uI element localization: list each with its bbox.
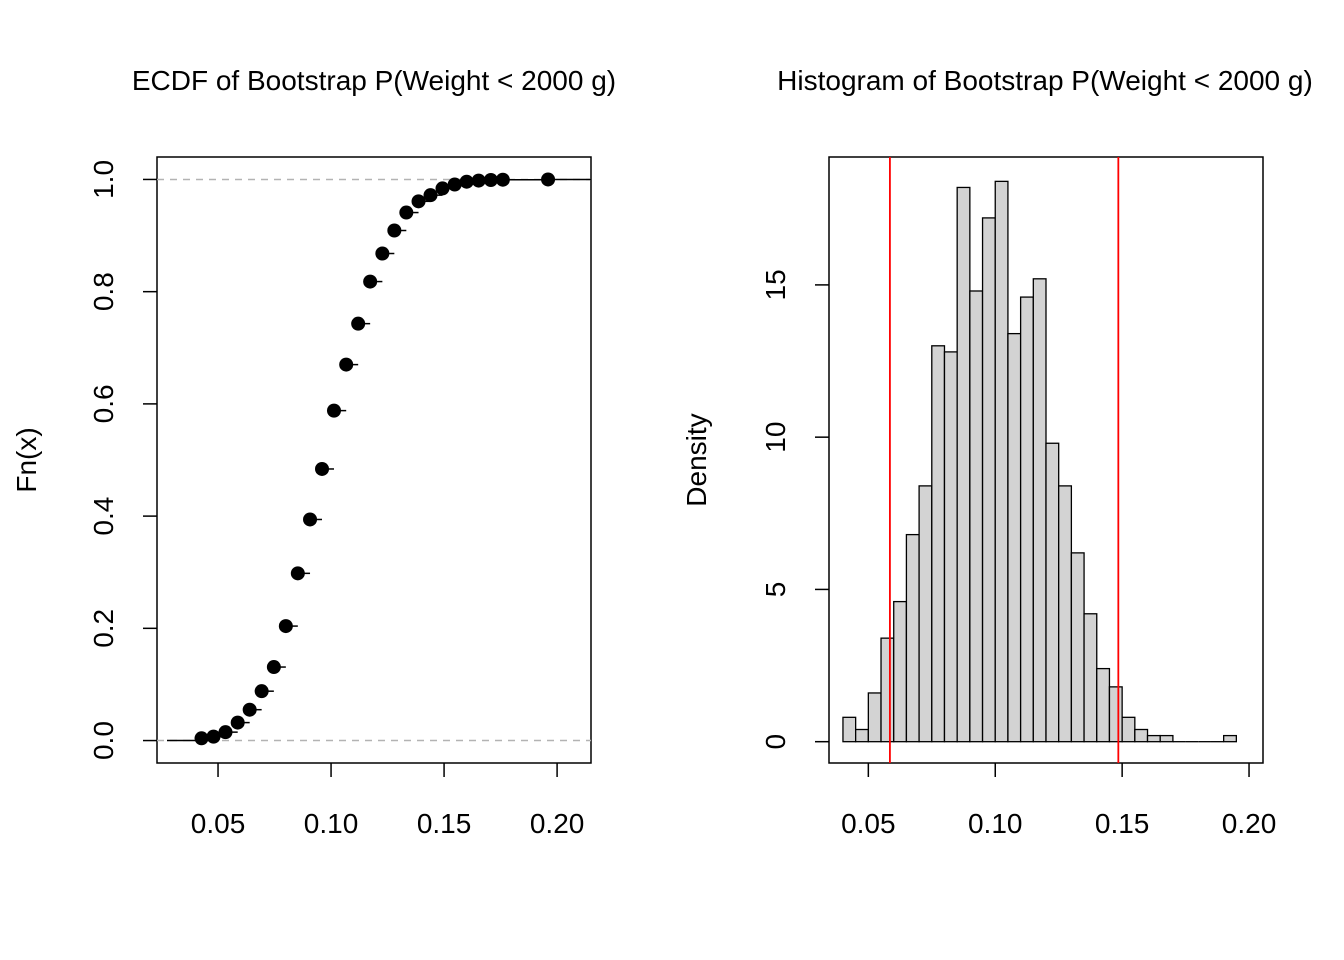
histogram-bar bbox=[1096, 667, 1111, 743]
ecdf-point bbox=[326, 403, 341, 418]
ecdf-point bbox=[411, 194, 426, 209]
histogram-bar bbox=[854, 728, 869, 743]
histogram-bar bbox=[1032, 278, 1047, 743]
histogram-bar bbox=[969, 290, 984, 743]
histogram-bar bbox=[1045, 442, 1060, 743]
ecdf-point bbox=[375, 246, 390, 261]
histogram-plot-box bbox=[828, 156, 1264, 764]
ecdf-point bbox=[242, 702, 257, 717]
ecdf-point bbox=[399, 205, 414, 220]
histogram-bar bbox=[893, 600, 908, 743]
ecdf-point bbox=[303, 512, 318, 527]
histogram-bar bbox=[905, 533, 920, 743]
histogram-x-tick-label: 0.20 bbox=[1222, 808, 1277, 839]
ecdf-point bbox=[278, 619, 293, 634]
ecdf-point bbox=[435, 181, 450, 196]
ecdf-point bbox=[194, 731, 209, 746]
histogram-bar bbox=[981, 217, 996, 743]
ecdf-point bbox=[254, 684, 269, 699]
histogram-bar bbox=[931, 345, 946, 743]
histogram-bar bbox=[1083, 613, 1098, 743]
histogram-bar bbox=[867, 692, 882, 743]
ecdf-x-tick-label: 0.10 bbox=[304, 808, 359, 839]
histogram-y-tick-label: 5 bbox=[760, 582, 791, 598]
histogram-bar bbox=[880, 637, 895, 743]
histogram-bar bbox=[1007, 332, 1022, 743]
histogram-bar bbox=[918, 485, 933, 743]
ecdf-y-tick-label: 0.6 bbox=[88, 384, 119, 423]
histogram-bar bbox=[943, 351, 958, 743]
histogram-bar bbox=[1146, 734, 1161, 743]
ecdf-point bbox=[495, 172, 510, 187]
ecdf-point bbox=[315, 461, 330, 476]
ecdf-x-tick-label: 0.05 bbox=[191, 808, 246, 839]
ecdf-point bbox=[339, 357, 354, 372]
histogram-bar bbox=[994, 180, 1009, 743]
ecdf-point bbox=[423, 188, 438, 203]
ecdf-point bbox=[387, 223, 402, 238]
ecdf-point bbox=[459, 174, 474, 189]
histogram-title: Histogram of Bootstrap P(Weight < 2000 g… bbox=[777, 65, 1313, 96]
ecdf-point bbox=[290, 566, 305, 581]
histogram-y-tick-label: 0 bbox=[760, 734, 791, 750]
histogram-bar bbox=[1134, 728, 1149, 743]
histogram-y-tick-label: 15 bbox=[760, 269, 791, 300]
ecdf-x-tick-label: 0.15 bbox=[417, 808, 472, 839]
histogram-panel: Histogram of Bootstrap P(Weight < 2000 g… bbox=[681, 65, 1313, 839]
ecdf-point bbox=[471, 173, 486, 188]
histogram-x-tick-label: 0.05 bbox=[841, 808, 896, 839]
ecdf-point bbox=[230, 715, 245, 730]
ecdf-point bbox=[206, 729, 221, 744]
ecdf-x-tick-label: 0.20 bbox=[530, 808, 585, 839]
ecdf-panel: ECDF of Bootstrap P(Weight < 2000 g) Fn(… bbox=[11, 65, 616, 839]
ecdf-point bbox=[218, 725, 233, 740]
histogram-bar bbox=[1070, 552, 1085, 743]
histogram-bar bbox=[1121, 716, 1136, 743]
ecdf-point bbox=[266, 660, 281, 675]
ecdf-y-tick-label: 0.4 bbox=[88, 497, 119, 536]
ecdf-y-tick-label: 0.0 bbox=[88, 721, 119, 760]
histogram-bar bbox=[1019, 296, 1034, 743]
ecdf-y-tick-label: 1.0 bbox=[88, 160, 119, 199]
ecdf-y-tick-label: 0.8 bbox=[88, 272, 119, 311]
ecdf-point bbox=[351, 316, 366, 331]
ecdf-point bbox=[483, 173, 498, 188]
ecdf-point bbox=[541, 172, 556, 187]
ecdf-y-axis-label: Fn(x) bbox=[11, 427, 42, 492]
ecdf-title: ECDF of Bootstrap P(Weight < 2000 g) bbox=[132, 65, 616, 96]
histogram-bar bbox=[1159, 734, 1174, 743]
ecdf-plot-box bbox=[156, 156, 592, 764]
histogram-y-axis-label: Density bbox=[681, 413, 712, 506]
histogram-bar bbox=[1058, 485, 1073, 743]
ecdf-y-tick-label: 0.2 bbox=[88, 609, 119, 648]
histogram-x-tick-label: 0.10 bbox=[968, 808, 1023, 839]
histogram-x-tick-label: 0.15 bbox=[1095, 808, 1150, 839]
histogram-bar bbox=[956, 186, 971, 743]
ecdf-point bbox=[447, 177, 462, 192]
histogram-bar bbox=[842, 716, 857, 743]
histogram-y-tick-label: 10 bbox=[760, 422, 791, 453]
ecdf-point bbox=[363, 274, 378, 289]
histogram-bar bbox=[1108, 686, 1123, 743]
histogram-bar bbox=[1223, 734, 1238, 743]
